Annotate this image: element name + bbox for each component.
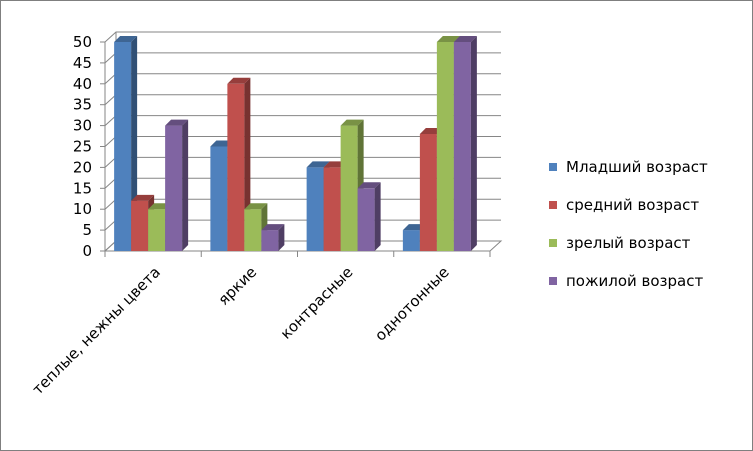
bar	[357, 182, 381, 251]
bar-front	[419, 133, 437, 251]
bar-front	[244, 209, 262, 251]
bar-top	[357, 182, 381, 189]
legend: Младший возраст средний возраст зрелый воз…	[549, 158, 708, 290]
bar-top	[453, 36, 477, 42]
bar-top	[244, 203, 268, 210]
legend-item: Младший возраст	[549, 158, 708, 176]
x-category-label: контрасные	[277, 263, 357, 343]
legend-swatch	[549, 239, 557, 247]
legend-swatch	[549, 163, 557, 171]
legend-item: зрелый возраст	[549, 234, 691, 252]
bar-front	[453, 42, 471, 251]
legend-label: Младший возраст	[566, 158, 708, 176]
bar	[453, 36, 477, 251]
y-tick-label: 15	[73, 179, 92, 197]
bar-top	[261, 224, 285, 231]
y-tick-label: 30	[73, 117, 92, 135]
legend-item: средний возраст	[549, 196, 699, 214]
x-category-label: теплые, нежны цвета	[29, 263, 164, 398]
bar-top	[131, 194, 155, 201]
y-tick-label: 40	[73, 75, 92, 93]
bar-side	[278, 224, 285, 251]
bar-front	[357, 188, 375, 251]
bar-top	[165, 119, 189, 126]
bars	[114, 36, 477, 251]
bar-front	[165, 125, 183, 251]
bar-top	[340, 119, 364, 126]
legend-swatch	[549, 277, 557, 285]
y-tick-label: 35	[73, 96, 92, 114]
bar-front	[148, 209, 166, 251]
bar-top	[306, 161, 330, 168]
y-axis-ticks: 0 5 10 15 20 25 30 35 40 45 50	[73, 33, 105, 260]
y-tick-label: 45	[73, 54, 92, 72]
bar	[261, 224, 285, 251]
y-tick-label: 10	[73, 200, 92, 218]
bar-front	[261, 230, 279, 251]
bar-front	[227, 83, 245, 251]
bar-front	[306, 167, 324, 251]
bar-top	[227, 77, 251, 84]
bar-front	[210, 146, 228, 251]
bar-front	[436, 42, 454, 251]
bar-front	[114, 42, 132, 251]
bar-side	[470, 36, 477, 251]
y-tick-label: 20	[73, 158, 92, 176]
bar-side	[182, 119, 189, 251]
legend-label: пожилой возраст	[566, 272, 703, 290]
x-category-label: яркие	[215, 263, 261, 309]
legend-swatch	[549, 201, 557, 209]
bar-top	[114, 36, 138, 42]
bar-front	[402, 230, 420, 251]
y-tick-label: 25	[73, 138, 92, 156]
gridline	[104, 31, 501, 43]
legend-label: зрелый возраст	[566, 234, 691, 252]
y-tick-label: 50	[73, 33, 92, 51]
y-tick-label: 0	[82, 242, 92, 260]
x-category-label: однотонные	[371, 263, 452, 344]
legend-item: пожилой возраст	[549, 272, 703, 290]
bar-top	[436, 36, 460, 42]
bar-side	[374, 182, 381, 251]
bar	[165, 119, 189, 251]
bar-front	[323, 167, 341, 251]
legend-label: средний возраст	[566, 196, 699, 214]
bar-front	[340, 125, 358, 251]
y-tick-label: 5	[82, 221, 92, 239]
bar-front	[131, 200, 149, 251]
x-axis-labels: теплые, нежны цвета яркие контрасные одното…	[29, 263, 453, 398]
